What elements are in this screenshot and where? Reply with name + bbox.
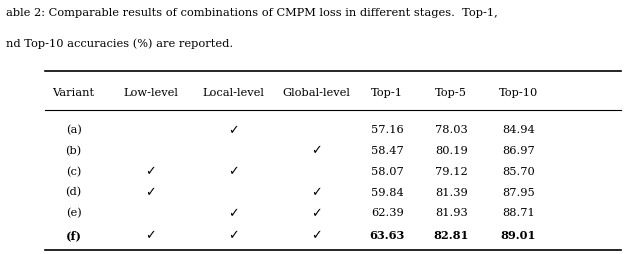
Text: Global-level: Global-level xyxy=(283,88,351,98)
Text: (c): (c) xyxy=(66,167,81,177)
Text: Variant: Variant xyxy=(52,88,95,98)
Text: ✓: ✓ xyxy=(145,229,156,242)
Text: (a): (a) xyxy=(66,125,81,135)
Text: nd Top-10 accuracies (%) are reported.: nd Top-10 accuracies (%) are reported. xyxy=(6,38,234,49)
Text: ✓: ✓ xyxy=(312,207,322,220)
Text: ✓: ✓ xyxy=(312,145,322,158)
Text: 63.63: 63.63 xyxy=(369,230,405,241)
Text: 84.94: 84.94 xyxy=(502,125,535,135)
Text: ✓: ✓ xyxy=(228,207,239,220)
Text: 81.39: 81.39 xyxy=(435,187,468,198)
Text: 85.70: 85.70 xyxy=(502,167,535,177)
Text: Top-1: Top-1 xyxy=(371,88,403,98)
Text: 81.93: 81.93 xyxy=(435,208,468,218)
Text: ✓: ✓ xyxy=(145,165,156,179)
Text: ✓: ✓ xyxy=(312,229,322,242)
Text: (e): (e) xyxy=(66,208,81,218)
Text: Top-5: Top-5 xyxy=(435,88,467,98)
Text: 89.01: 89.01 xyxy=(500,230,536,241)
Text: ✓: ✓ xyxy=(145,186,156,199)
Text: ✓: ✓ xyxy=(228,165,239,179)
Text: ✓: ✓ xyxy=(228,124,239,137)
Text: 82.81: 82.81 xyxy=(433,230,469,241)
Text: (b): (b) xyxy=(65,146,82,156)
Text: 78.03: 78.03 xyxy=(435,125,468,135)
Text: Low-level: Low-level xyxy=(123,88,178,98)
Text: ✓: ✓ xyxy=(312,186,322,199)
Text: 57.16: 57.16 xyxy=(371,125,404,135)
Text: 87.95: 87.95 xyxy=(502,187,535,198)
Text: 62.39: 62.39 xyxy=(371,208,404,218)
Text: 58.07: 58.07 xyxy=(371,167,404,177)
Text: able 2: Comparable results of combinations of CMPM loss in different stages.  To: able 2: Comparable results of combinatio… xyxy=(6,8,498,18)
Text: 80.19: 80.19 xyxy=(435,146,468,156)
Text: 58.47: 58.47 xyxy=(371,146,404,156)
Text: 88.71: 88.71 xyxy=(502,208,535,218)
Text: 86.97: 86.97 xyxy=(502,146,535,156)
Text: (f): (f) xyxy=(66,230,82,241)
Text: 59.84: 59.84 xyxy=(371,187,404,198)
Text: 79.12: 79.12 xyxy=(435,167,468,177)
Text: (d): (d) xyxy=(65,187,82,198)
Text: Top-10: Top-10 xyxy=(499,88,538,98)
Text: Local-level: Local-level xyxy=(203,88,264,98)
Text: ✓: ✓ xyxy=(228,229,239,242)
